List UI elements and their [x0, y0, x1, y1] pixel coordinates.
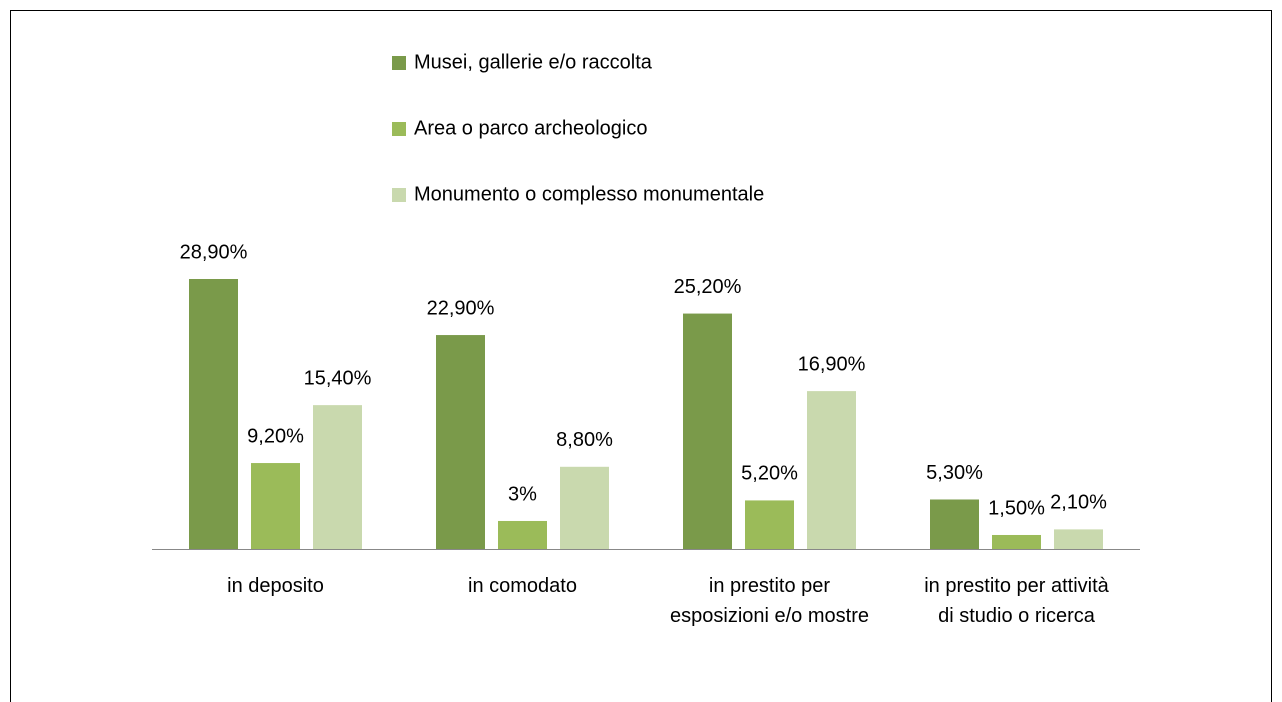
bar [683, 313, 732, 549]
value-label: 3% [508, 483, 537, 505]
legend-swatch [392, 122, 406, 136]
x-tick-label: in prestito per esposizioni e/o mostre [670, 575, 869, 627]
bar [560, 466, 609, 549]
bar [745, 500, 794, 549]
legend-swatch [392, 188, 406, 202]
value-label: 25,20% [674, 276, 742, 298]
value-label: 16,90% [798, 353, 866, 375]
value-label: 15,40% [304, 367, 372, 389]
bar [313, 405, 362, 549]
value-label: 8,80% [556, 429, 613, 451]
legend-swatch [392, 56, 406, 70]
bar [992, 534, 1041, 549]
bar [436, 335, 485, 549]
legend-label: Monumento o complesso monumentale [414, 183, 764, 205]
value-label: 22,90% [427, 297, 495, 319]
bar [498, 520, 547, 549]
value-label: 5,30% [926, 462, 983, 484]
bar [807, 391, 856, 549]
legend-label: Area o parco archeologico [414, 117, 647, 139]
legend-label: Musei, gallerie e/o raccolta [414, 51, 653, 73]
x-tick-label: in prestito per attività di studio o ric… [924, 575, 1109, 627]
bar [251, 463, 300, 549]
value-label: 9,20% [247, 425, 304, 447]
value-label: 1,50% [988, 497, 1045, 519]
bar [1054, 529, 1103, 549]
frame [10, 10, 1272, 702]
x-tick-label: in comodato [468, 575, 577, 597]
value-label: 5,20% [741, 463, 798, 485]
bar [189, 279, 238, 549]
value-label: 28,90% [180, 241, 248, 263]
x-tick-label: in deposito [227, 575, 324, 597]
bar [930, 499, 979, 549]
value-label: 2,10% [1050, 492, 1107, 514]
